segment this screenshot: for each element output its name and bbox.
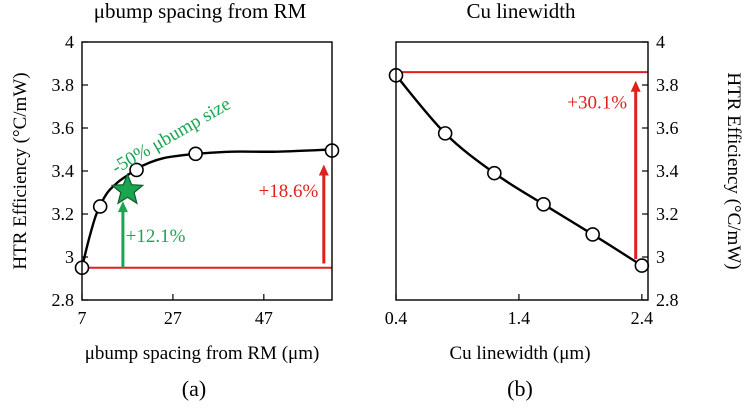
panel-b-y-tick-label: 3.8 <box>656 75 679 95</box>
panel-b-y-axis-label: HTR Efficiency (°C/mW) <box>723 72 744 269</box>
panel-b-x-tick-label: 0.4 <box>385 308 408 328</box>
panel-b-y-tick-label: 2.8 <box>656 290 679 310</box>
panel-a-y-tick-label: 3.4 <box>52 161 75 181</box>
panel-a-x-tick-label: 47 <box>255 308 273 328</box>
panel-a: μbump spacing from RM 2.833.23.43.63.847… <box>10 0 340 401</box>
panel-b-x-tick-label: 2.4 <box>631 308 654 328</box>
panel-a-y-tick-label: 3.2 <box>52 204 75 224</box>
panel-b: Cu linewidth 2.8 3 3.2 3.4 3.6 3.8 4 0.4 1.4 2.4 +… <box>385 0 744 401</box>
panel-a-data-point <box>188 146 203 162</box>
panel-a-marks: 2.833.23.43.63.847 27 47+12.1%+18.6%-50% μ… <box>52 32 340 328</box>
panel-a-label: (a) <box>182 376 206 401</box>
panel-a-title: μbump spacing from RM <box>94 0 307 23</box>
panel-a-red-arrow <box>318 164 329 264</box>
panel-b-data-point <box>437 126 453 141</box>
panel-a-x-axis-label: μbump spacing from RM (μm) <box>85 343 320 364</box>
panel-a-y-tick-label: 4 <box>65 32 74 52</box>
panel-b-y-tick-label: 3 <box>656 247 665 267</box>
panel-a-x-tick-label: 7 <box>78 308 87 328</box>
panel-b-marks: 2.8 3 3.2 3.4 3.6 3.8 4 0.4 1.4 2.4 +30.1% <box>385 32 679 328</box>
panel-a-annotation: +18.6% <box>259 181 319 202</box>
panel-a-x-tick-label: 27 <box>164 308 182 328</box>
panel-b-y-tick-label: 4 <box>656 32 665 52</box>
panel-b-annotation: +30.1% <box>567 93 627 114</box>
panel-a-green-arrow <box>117 201 128 268</box>
panel-a-y-axis-label: HTR Efficiency (°C/mW) <box>10 72 31 269</box>
panel-a-data-point <box>129 162 144 178</box>
panel-b-x-tick-label: 1.4 <box>508 308 531 328</box>
panel-a-y-tick-label: 2.8 <box>52 290 75 310</box>
panel-a-y-tick-label: 3 <box>65 247 74 267</box>
panel-a-data-point <box>92 199 108 214</box>
panel-a-annotation: +12.1% <box>126 226 186 247</box>
panel-b-data-point <box>585 227 600 242</box>
panel-a-y-tick-label: 3.6 <box>52 118 75 138</box>
panel-a-annotation: -50% μbump size <box>108 94 234 179</box>
panel-b-data-point <box>487 165 502 181</box>
panel-b-plot-frame <box>395 41 649 301</box>
panel-b-title: Cu linewidth <box>466 0 576 23</box>
panel-a-star-marker <box>110 172 145 205</box>
panel-b-red-arrow <box>630 80 641 260</box>
panel-a-plot-frame <box>81 41 333 301</box>
panel-b-y-tick-label: 3.4 <box>656 161 679 181</box>
panel-a-y-tick-label: 3.8 <box>52 75 75 95</box>
panel-b-label: (b) <box>507 376 533 401</box>
panel-b-y-tick-label: 3.2 <box>656 204 679 224</box>
panel-b-y-tick-label: 3.6 <box>656 118 679 138</box>
panel-b-x-axis-label: Cu linewidth (μm) <box>449 343 590 364</box>
panel-b-data-point <box>536 197 551 212</box>
panel-b-data-point <box>634 258 650 273</box>
